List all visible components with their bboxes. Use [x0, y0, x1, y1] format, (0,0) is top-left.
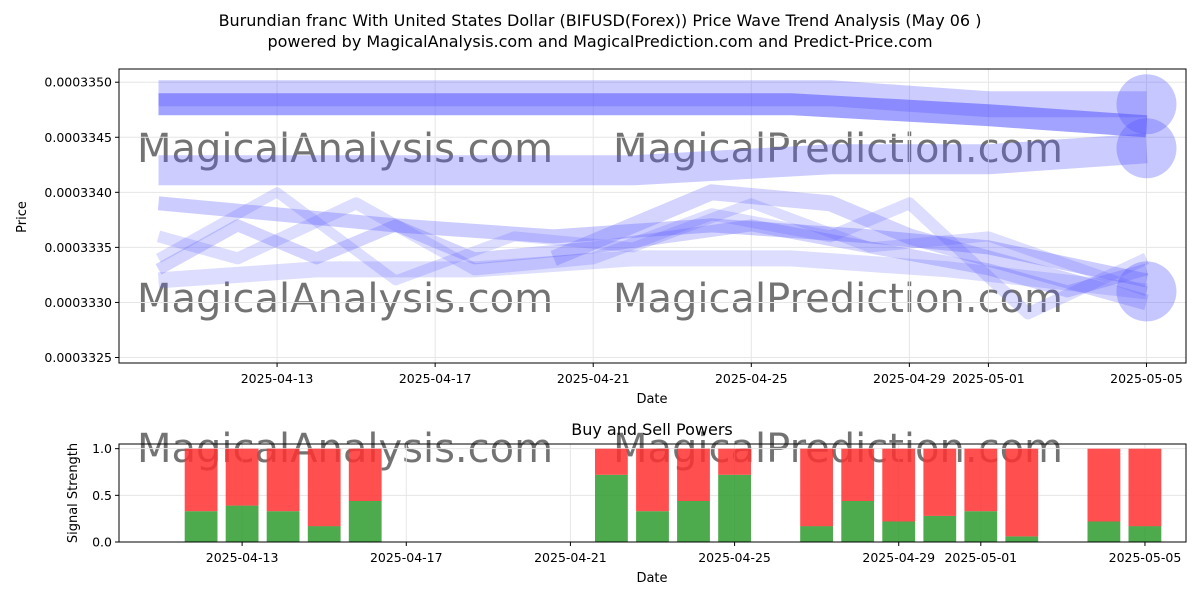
price-wave-line-4 — [157, 196, 1148, 288]
price-wave-line-3 — [158, 133, 1148, 186]
price-x-ticks: 2025-04-13 2025-04-17 2025-04-21 2025-04-25… — [241, 363, 1183, 386]
buy-power-bar — [800, 526, 833, 542]
sell-power-bar — [677, 448, 710, 501]
price-x-tick-label: 2025-04-17 — [399, 371, 472, 386]
signal-x-label: Date — [636, 571, 667, 586]
price-watermark-left: MagicalAnalysis.com — [137, 126, 553, 172]
price-wave-line-9 — [550, 184, 1149, 311]
buy-power-bar — [1087, 521, 1121, 542]
signal-axes-frame — [118, 443, 1187, 543]
sell-power-bar — [964, 448, 998, 512]
sell-power-bar — [225, 448, 259, 506]
signal-x-tick-label: 2025-04-21 — [534, 550, 607, 565]
price-x-tick-label: 2025-05-05 — [1110, 371, 1183, 386]
signal-x-ticks: 2025-04-13 2025-04-17 2025-04-21 2025-04-25… — [206, 542, 1182, 565]
price-x-tick-label: 2025-04-21 — [557, 371, 630, 386]
buy-power-bar — [636, 511, 669, 542]
signal-x-tick-label: 2025-05-01 — [944, 550, 1017, 565]
sell-power-bar — [923, 448, 957, 516]
signal-y-tick-label: 1.0 — [92, 441, 112, 456]
buy-power-bar — [266, 511, 300, 542]
price-wave-end-marker-2 — [1116, 118, 1177, 179]
buy-power-bar — [348, 500, 382, 542]
sell-power-bar — [348, 448, 382, 501]
price-axes-frame — [118, 68, 1187, 364]
signal-y-label: Signal Strength — [66, 443, 81, 543]
price-y-tick-label: 0.0003325 — [44, 350, 112, 365]
sell-power-bar — [1128, 448, 1162, 527]
price-wave-line-1 — [158, 93, 1148, 138]
buy-power-bar — [841, 500, 875, 542]
signal-y-ticks: 0.0 0.5 1.0 — [92, 441, 119, 550]
sell-power-bar — [636, 448, 669, 512]
signal-bars — [184, 448, 1162, 542]
signal-x-tick-label: 2025-04-25 — [698, 550, 771, 565]
buy-power-bar — [923, 515, 957, 542]
price-x-tick-label: 2025-04-29 — [873, 371, 946, 386]
buy-power-bar — [964, 511, 998, 542]
price-x-tick-label: 2025-04-13 — [241, 371, 314, 386]
buy-power-bar — [882, 521, 916, 542]
signal-y-tick-label: 0.0 — [92, 535, 112, 550]
sell-power-bar — [841, 448, 875, 501]
price-y-tick-label: 0.0003330 — [44, 295, 112, 310]
price-y-label: Price — [15, 201, 30, 233]
buy-power-bar — [225, 505, 259, 542]
price-chart: MagicalAnalysis.com MagicalPrediction.co… — [15, 68, 1187, 407]
sell-power-bar — [184, 448, 218, 512]
price-x-label: Date — [636, 392, 667, 407]
signal-x-tick-label: 2025-04-17 — [370, 550, 443, 565]
chart-title: Burundian franc With United States Dolla… — [219, 11, 982, 30]
price-watermark-left-lower: MagicalAnalysis.com — [137, 276, 553, 322]
signal-y-tick-label: 0.5 — [92, 488, 112, 503]
signal-chart: Buy and Sell Powers MagicalAnalysis.com … — [66, 420, 1187, 586]
price-y-tick-label: 0.0003350 — [44, 75, 112, 90]
price-wave-end-marker-3 — [1116, 261, 1177, 322]
price-y-tick-label: 0.0003345 — [44, 130, 112, 145]
buy-power-bar — [1005, 536, 1039, 542]
price-wave-line-2 — [158, 80, 1147, 118]
price-waves — [155, 74, 1177, 322]
price-y-tick-label: 0.0003340 — [44, 185, 112, 200]
price-grid — [119, 69, 1186, 363]
price-wave-line-5 — [155, 219, 1149, 298]
price-wave-line-8 — [157, 250, 1148, 300]
sell-power-bar — [882, 448, 916, 522]
sell-power-bar — [1005, 448, 1039, 537]
buy-power-bar — [595, 474, 628, 542]
buy-power-bar — [1128, 526, 1162, 542]
sell-power-bar — [595, 448, 628, 475]
price-y-tick-label: 0.0003335 — [44, 240, 112, 255]
sell-power-bar — [1087, 448, 1121, 522]
signal-x-tick-label: 2025-04-13 — [206, 550, 279, 565]
price-wave-line-6 — [156, 187, 1149, 297]
buy-power-bar — [677, 500, 710, 542]
sell-power-bar — [718, 448, 751, 475]
price-wave-line-7 — [156, 197, 1150, 320]
sell-power-bar — [266, 448, 300, 512]
signal-x-tick-label: 2025-04-29 — [862, 550, 935, 565]
sell-power-bar — [307, 448, 341, 527]
buy-power-bar — [184, 511, 218, 542]
price-y-ticks: 0.0003325 0.0003330 0.0003335 0.0003340 0.00… — [44, 75, 119, 365]
buy-power-bar — [718, 474, 751, 542]
price-x-tick-label: 2025-05-01 — [952, 371, 1025, 386]
price-x-tick-label: 2025-04-25 — [715, 371, 788, 386]
signal-title: Buy and Sell Powers — [571, 420, 733, 439]
price-wave-end-marker-1 — [1116, 74, 1177, 135]
sell-power-bar — [800, 448, 833, 527]
buy-power-bar — [307, 526, 341, 542]
signal-x-tick-label: 2025-05-05 — [1109, 550, 1182, 565]
chart-subtitle: powered by MagicalAnalysis.com and Magic… — [267, 32, 932, 51]
